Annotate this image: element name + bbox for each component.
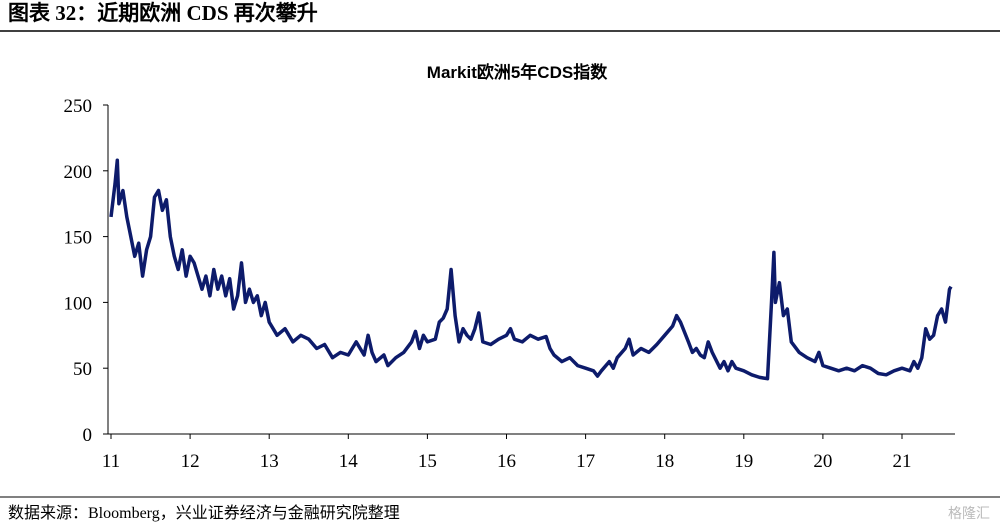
y-tick-label: 0 [83,425,93,446]
y-tick-label: 150 [64,228,93,249]
chart-title: Markit欧洲5年CDS指数 [427,62,608,82]
x-tick-label: 15 [418,451,437,472]
y-tick-label: 100 [64,293,93,314]
line-series [109,158,953,381]
source-note: 数据来源：Bloomberg，兴业证券经济与金融研究院整理 [8,504,400,522]
page-title: 图表 32：近期欧洲 CDS 再次攀升 [8,1,318,25]
x-tick-label: 17 [576,451,595,472]
x-tick-label: 19 [734,451,753,472]
x-tick-label: 18 [655,451,674,472]
y-tick-label: 250 [64,96,93,117]
x-tick-label: 14 [339,451,359,472]
x-tick-label: 21 [893,451,912,472]
x-tick-label: 16 [497,451,516,472]
y-tick-label: 50 [73,359,92,380]
x-tick-label: 11 [102,451,120,472]
x-tick-label: 12 [181,451,200,472]
x-tick-label: 13 [260,451,279,472]
x-tick-label: 20 [813,451,832,472]
y-tick-label: 200 [64,162,93,183]
watermark: 格隆汇 [948,505,990,521]
